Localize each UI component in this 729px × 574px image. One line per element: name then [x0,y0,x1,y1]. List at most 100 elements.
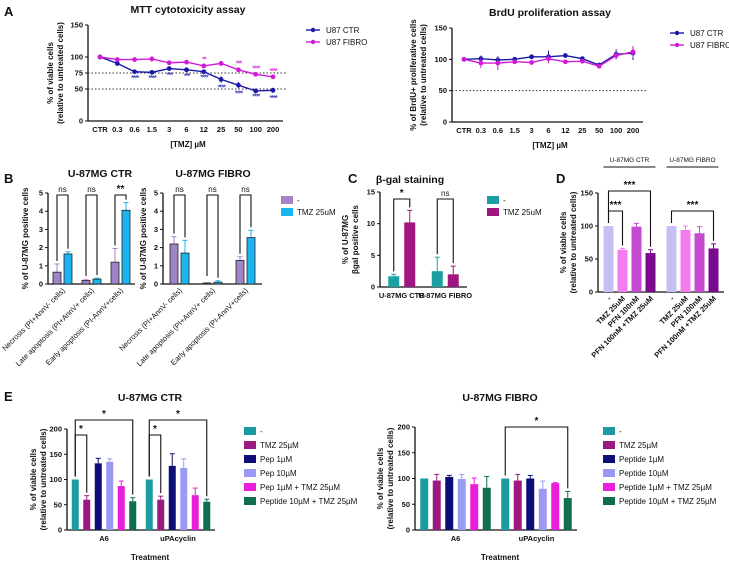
x-tick-label: 200 [267,125,280,134]
y-axis-label: % of U-87MG [341,215,350,264]
y-tick-label: 4 [39,207,44,216]
data-point [149,69,155,75]
y-tick-label: 200 [397,423,410,432]
significance-label: *** [236,60,243,69]
significance-bracket [173,194,186,238]
significance-bracket [74,419,134,495]
y-axis-label: % of BrdU+ proliferative cells [409,19,418,131]
y-tick-label: 0 [154,280,158,289]
bar [445,476,454,530]
chart-b_ctr: U-87MG CTR 0 1 2 3 4 5 % of U-87MG positive cel… [0,168,135,368]
significance-bracket [206,194,219,278]
y-tick-label: 0 [406,526,410,535]
y-tick-label: 50 [54,500,62,509]
bar [168,465,176,530]
significance-label: ns [175,185,183,194]
significance-bracket [607,190,652,247]
data-point [613,53,619,58]
x-tick-label: Necrosis (PI+AnnV- cells) [117,286,184,353]
bar [501,478,510,530]
significance-label: * [102,409,106,420]
y-axis-label: (relative to untreated cells) [39,428,48,530]
panel-label-e: E [4,389,13,404]
legend-label: U87 FIBRO [326,38,367,47]
y-tick-label: 4 [154,207,159,216]
y-tick-label: 3 [39,225,43,234]
data-point [563,53,568,58]
legend-label: Peptide 10µM [619,469,669,478]
panel-label-c: C [348,171,358,186]
y-axis-label: % of viable cells [376,447,385,509]
data-point [218,61,224,66]
significance-label: **** [252,65,260,74]
legend-swatch [244,455,256,463]
y-tick-label: 15 [367,188,375,197]
data-point [630,49,636,55]
legend-swatch [603,427,615,435]
legend-swatch [244,483,256,491]
y-tick-label: 150 [70,21,83,30]
data-point [201,69,207,75]
bar [563,498,572,530]
data-point [166,60,172,66]
panel-label-d: D [556,171,565,186]
bar [213,281,223,285]
x-tick-label: 6 [184,125,188,134]
data-point [270,87,276,93]
y-tick-label: 0 [443,118,447,127]
legend-swatch [281,196,293,204]
bar [404,222,416,287]
chart-title: U-87MG FIBRO [175,168,250,180]
x-tick-label: U-87MG CTR [379,291,425,300]
x-tick-label: 200 [627,126,640,135]
panel-label-a: A [4,4,14,19]
y-tick-label: 100 [434,55,447,64]
significance-label: **** [269,94,277,103]
chart-e_fibro: U-87MG FIBRO 0 50 100 150 200 % of viable cell… [376,392,717,562]
bar [482,487,491,530]
significance-label: **** [200,73,208,82]
data-point [596,63,602,69]
legend-swatch [244,469,256,477]
legend-swatch [603,455,615,463]
significance-label: **** [217,84,225,93]
legend-label: - [503,196,506,205]
y-tick-label: 100 [580,222,593,231]
y-tick-label: 150 [434,24,447,33]
bar [81,279,91,285]
y-axis-label: (relative to untreated cells) [569,191,578,293]
bar [71,479,79,530]
bar [94,463,102,530]
significance-bracket [114,194,127,246]
x-tick-label: 12 [561,126,569,135]
bar [526,478,535,530]
legend-swatch [603,497,615,505]
y-tick-label: 50 [439,86,447,95]
y-axis-label: % of viable cells [46,42,55,104]
legend-label: TMZ 25uM [503,208,542,217]
bar [235,259,245,285]
legend-marker [674,42,680,48]
chart-c: β-gal staining 0 5 10 15 % of U-87MG βgal posi… [341,174,542,300]
bar [52,271,62,285]
chart-title: U-87MG CTR [68,168,133,180]
legend-swatch [603,441,615,449]
significance-label: *** [184,72,191,81]
significance-label: ns [87,185,95,194]
x-tick-label: 0.3 [112,125,122,134]
x-tick-label: 1.5 [147,125,157,134]
bar [538,488,547,530]
legend-swatch [487,208,499,216]
legend-swatch [487,196,499,204]
data-point [579,58,585,64]
data-point [270,74,276,80]
y-tick-label: 5 [154,189,158,198]
legend-swatch [603,469,615,477]
data-point [218,77,224,82]
significance-label: **** [252,93,260,102]
y-tick-label: 0 [589,288,593,297]
chart-title: U-87MG CTR [118,392,183,404]
x-axis-label: Treatment [481,553,520,562]
data-point [149,56,155,62]
group-header: U-87MG FIBRO [669,157,715,164]
